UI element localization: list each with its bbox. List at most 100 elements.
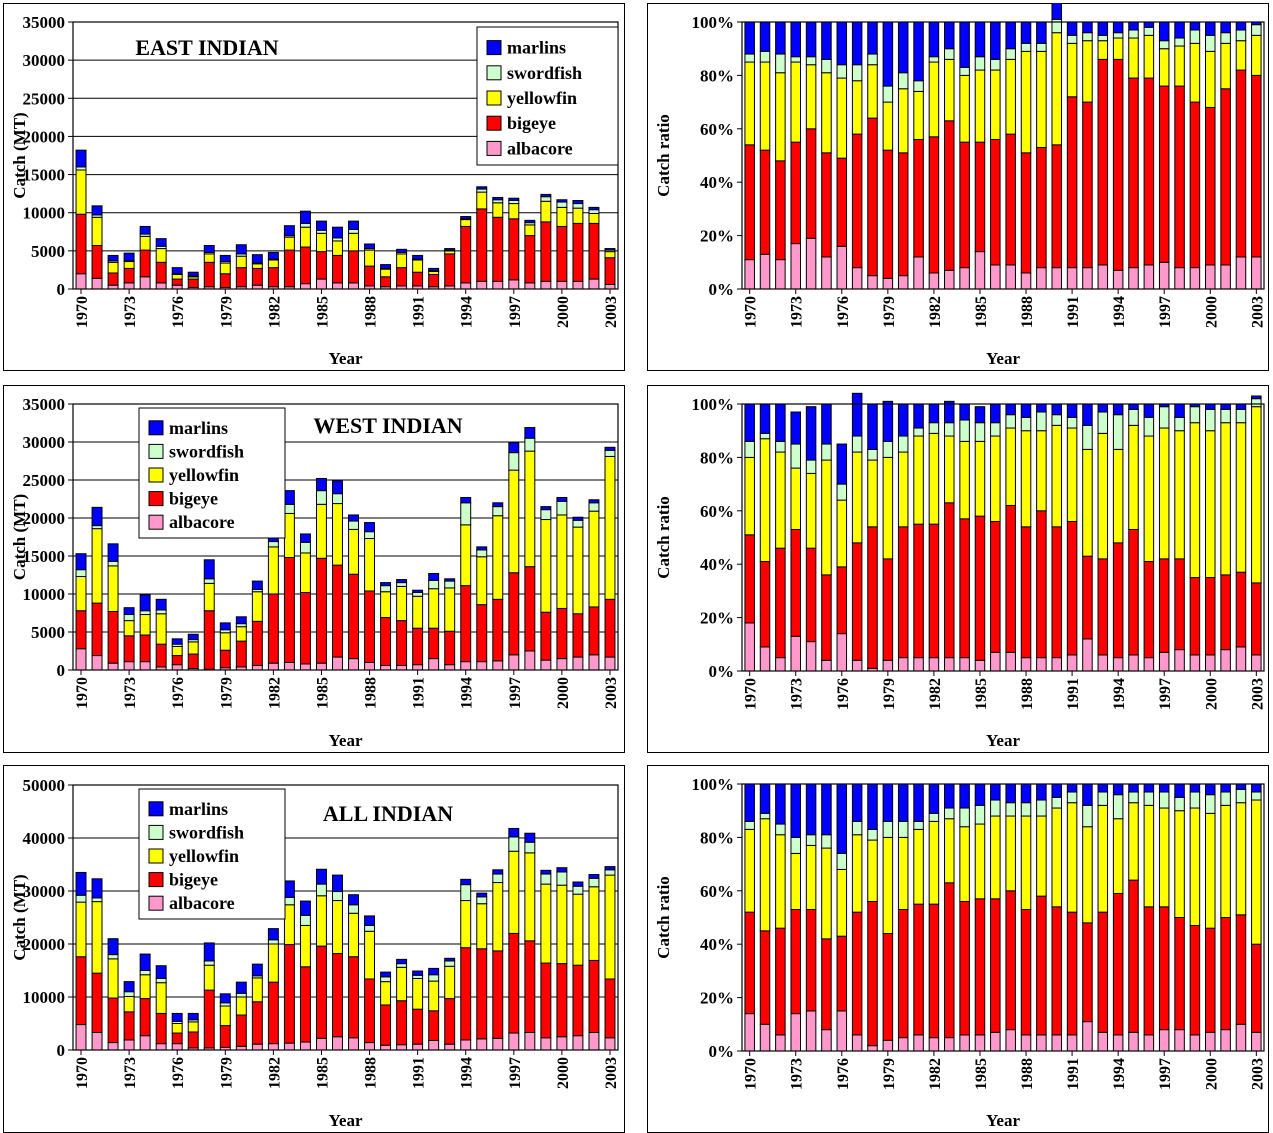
bar-yellowfin [821,459,832,576]
bar-yellowfin [759,61,771,151]
bar-swordfish [1112,414,1124,450]
bar-albacore [959,267,970,290]
bar-swordfish [1143,791,1155,806]
bar-swordfish [1066,416,1078,429]
bar-marlins [897,783,909,822]
bar-albacore [1205,264,1216,290]
bar-albacore [107,1042,119,1051]
bar-yellowfin [913,828,924,905]
bar-marlins [556,199,568,203]
legend-label-swordfish: swordfish [169,441,244,461]
bar-marlins [299,533,311,543]
bar-yellowfin [524,450,536,568]
bar-marlins [928,783,940,814]
bar-bigeye [540,962,552,1039]
bar-marlins [836,21,848,66]
bar-swordfish [524,437,536,452]
y-tick-label: 30000 [23,51,66,70]
bar-marlins [235,244,247,255]
bar-marlins [556,496,568,502]
legend-label-albacore: albacore [507,138,573,158]
y-tick-label: 5000 [31,623,65,642]
bar-marlins [492,869,504,875]
bar-yellowfin [790,852,801,910]
bar-bigeye [588,606,600,656]
bar-marlins [851,21,863,66]
bar-bigeye [790,908,801,1015]
bar-albacore [1082,267,1093,290]
plot-area [72,784,619,1051]
bar-bigeye [944,882,955,1039]
bar-marlins [299,210,311,224]
chart-west-indian-catch: 0 5000 10000 15000 20000 25000 30000 35000 1970 1… [3,385,625,753]
bar-swordfish [1066,791,1078,804]
bar-bigeye [524,940,536,1034]
bar-marlins [187,1012,199,1021]
bar-yellowfin [821,72,832,154]
bar-albacore [380,664,392,671]
bar-yellowfin [540,200,552,223]
bar-marlins [867,21,878,55]
bar-marlins [1220,403,1231,410]
x-tick-label: 1991 [411,296,428,328]
bar-albacore [759,646,771,672]
bar-bigeye [203,610,215,670]
bar-bigeye [187,653,199,669]
bar-yellowfin [588,886,600,961]
bar-swordfish [1143,26,1155,36]
bar-bigeye [1005,504,1016,653]
bar-albacore [155,282,167,290]
bar-albacore [332,282,343,290]
bar-marlins [396,958,408,965]
bar-yellowfin [1158,807,1170,908]
bar-yellowfin [235,255,247,269]
bar-albacore [836,633,848,672]
bar-swordfish [744,440,755,458]
bar-swordfish [299,914,311,926]
bar-albacore [171,664,183,671]
bar-swordfish [1051,414,1062,426]
bar-marlins [805,406,817,461]
legend-label-marlins: marlins [507,38,566,58]
bar-yellowfin [1205,430,1216,579]
bar-marlins [91,878,103,899]
bar-bigeye [836,935,848,1012]
bar-yellowfin [836,77,848,159]
chart-svg: 0 5000 10000 15000 20000 25000 30000 35000 1970 1… [3,3,625,371]
bar-albacore [348,1037,359,1051]
y-tick-label: 20000 [23,127,66,146]
x-tick-label: 1982 [266,296,283,328]
bar-bigeye [1174,917,1185,1031]
chart-west-indian-ratio: 0% 20% 40% 60% 80% 100% 1970 1973 1976 1979 1982 19… [647,385,1269,753]
bar-swordfish [897,820,909,838]
bar-albacore [1066,654,1078,672]
bar-swordfish [155,609,167,615]
bar-bigeye [171,278,183,286]
bar-albacore [315,662,327,671]
bar-swordfish [1020,802,1032,817]
bar-bigeye [867,117,878,277]
y-tick-label: 30000 [23,882,66,901]
x-tick-label: 1988 [1019,1058,1036,1090]
bar-marlins [107,254,119,262]
bar-marlins [974,21,986,58]
bar-albacore [1220,1029,1231,1052]
bar-marlins [219,254,231,263]
bar-albacore [315,1037,327,1051]
bar-swordfish [1020,42,1032,52]
bar-yellowfin [897,451,909,528]
bar-yellowfin [1128,802,1139,881]
bar-marlins [267,928,279,941]
y-tick-label: 5000 [31,242,65,261]
bar-marlins [315,868,327,885]
bar-yellowfin [851,80,863,135]
bar-albacore [588,654,600,671]
bar-yellowfin [959,440,970,520]
bar-albacore [508,654,520,671]
bar-yellowfin [412,259,424,273]
bar-marlins [1036,403,1047,413]
bar-yellowfin [1082,448,1093,557]
bar-swordfish [959,807,970,828]
bar-marlins [1005,21,1016,50]
bar-swordfish [572,885,584,895]
